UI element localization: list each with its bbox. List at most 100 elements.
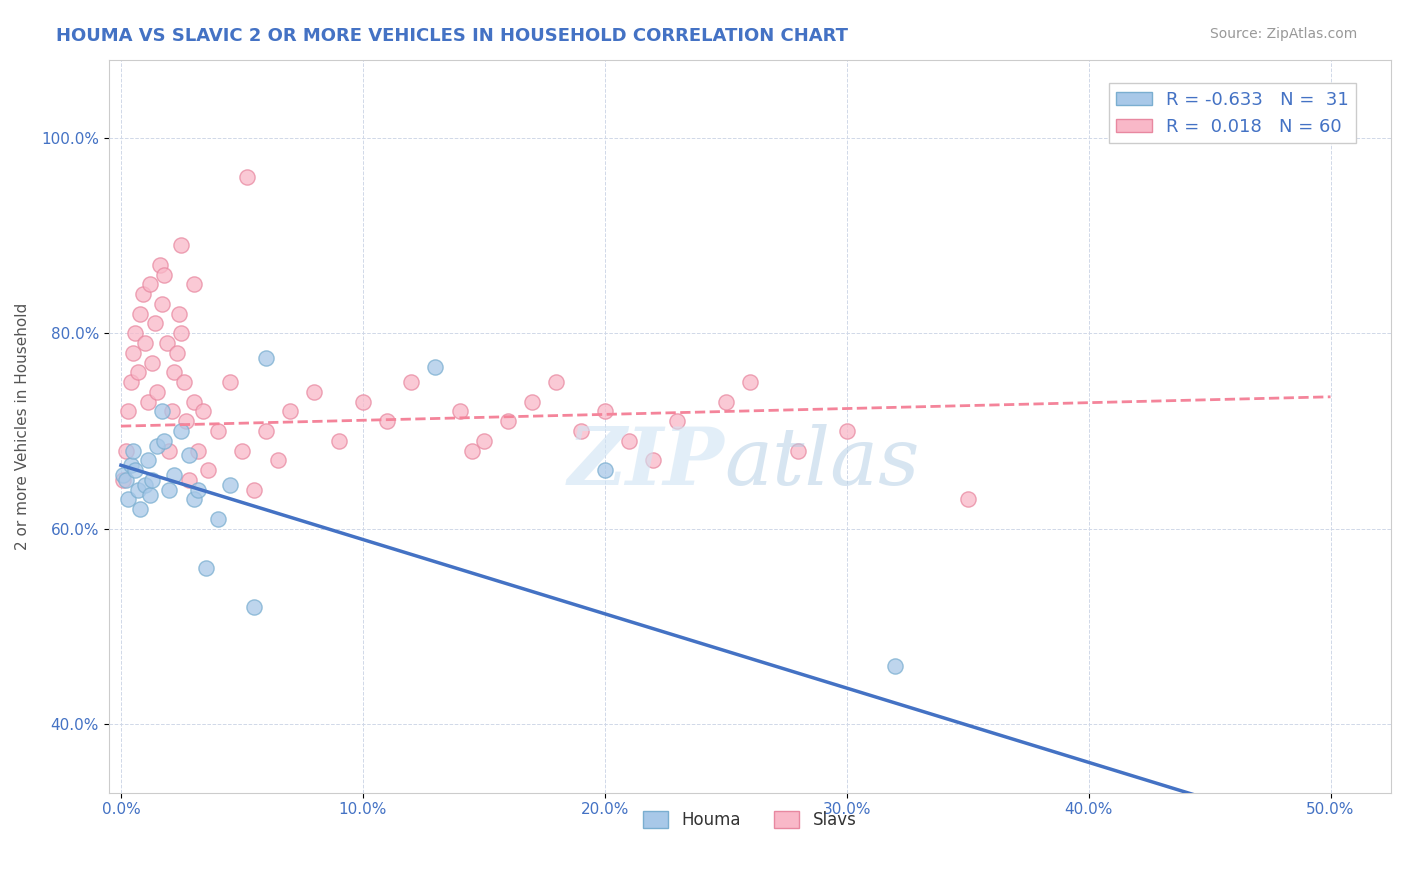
Point [183, 277, 205, 292]
Point [243, 483, 266, 497]
Point [278, 404, 301, 418]
Text: ZIP: ZIP [568, 424, 724, 501]
Point [131, 287, 153, 301]
Point [738, 375, 761, 389]
Point [163, 468, 186, 483]
Point [156, 336, 179, 351]
Point [177, 449, 200, 463]
Point [569, 424, 592, 438]
Point [127, 483, 149, 497]
Point [163, 365, 186, 379]
Point [136, 394, 159, 409]
Point [218, 477, 240, 491]
Point [139, 277, 162, 292]
Point [167, 307, 190, 321]
Point [120, 458, 142, 473]
Y-axis label: 2 or more Vehicles in Household: 2 or more Vehicles in Household [15, 302, 30, 549]
Point [150, 297, 173, 311]
Point [194, 561, 217, 575]
Point [141, 473, 163, 487]
Point [170, 326, 193, 341]
Point [183, 394, 205, 409]
Point [231, 443, 253, 458]
Point [254, 351, 277, 365]
Point [146, 384, 169, 399]
Point [714, 394, 737, 409]
Point [177, 473, 200, 487]
Point [425, 360, 447, 375]
Point [593, 463, 616, 477]
Point [134, 336, 156, 351]
Point [593, 404, 616, 418]
Text: Source: ZipAtlas.com: Source: ZipAtlas.com [1209, 27, 1357, 41]
Point [267, 453, 290, 467]
Point [170, 238, 193, 252]
Point [375, 414, 398, 428]
Point [146, 439, 169, 453]
Point [120, 375, 142, 389]
Point [153, 268, 176, 282]
Point [124, 463, 146, 477]
Point [114, 473, 136, 487]
Point [187, 443, 209, 458]
Text: HOUMA VS SLAVIC 2 OR MORE VEHICLES IN HOUSEHOLD CORRELATION CHART: HOUMA VS SLAVIC 2 OR MORE VEHICLES IN HO… [56, 27, 848, 45]
Point [141, 355, 163, 369]
Point [122, 346, 145, 360]
Point [328, 434, 350, 448]
Point [235, 169, 257, 184]
Point [666, 414, 689, 428]
Point [139, 487, 162, 501]
Point [399, 375, 422, 389]
Point [174, 414, 197, 428]
Point [122, 443, 145, 458]
Point [254, 424, 277, 438]
Point [170, 424, 193, 438]
Point [114, 443, 136, 458]
Point [218, 375, 240, 389]
Point [522, 394, 544, 409]
Point [112, 473, 135, 487]
Point [956, 492, 979, 507]
Point [134, 477, 156, 491]
Point [157, 483, 180, 497]
Text: atlas: atlas [724, 424, 920, 501]
Point [617, 434, 640, 448]
Point [197, 463, 219, 477]
Point [884, 658, 907, 673]
Point [127, 365, 149, 379]
Point [124, 326, 146, 341]
Point [129, 307, 152, 321]
Point [835, 424, 858, 438]
Point [496, 414, 519, 428]
Point [643, 453, 665, 467]
Point [117, 492, 139, 507]
Point [173, 375, 195, 389]
Point [136, 453, 159, 467]
Point [1114, 844, 1136, 858]
Point [449, 404, 471, 418]
Point [352, 394, 374, 409]
Point [546, 375, 568, 389]
Point [1174, 839, 1197, 854]
Point [787, 443, 810, 458]
Point [207, 512, 229, 526]
Point [157, 443, 180, 458]
Point [166, 346, 188, 360]
Point [460, 443, 482, 458]
Point [129, 502, 152, 516]
Point [149, 258, 172, 272]
Legend: Houma, Slavs: Houma, Slavs [637, 804, 863, 836]
Point [150, 404, 173, 418]
Point [160, 404, 183, 418]
Point [243, 599, 266, 614]
Point [472, 434, 495, 448]
Point [112, 468, 135, 483]
Point [187, 483, 209, 497]
Point [143, 317, 166, 331]
Point [117, 404, 139, 418]
Point [193, 404, 215, 418]
Point [207, 424, 229, 438]
Point [304, 384, 326, 399]
Point [153, 434, 176, 448]
Point [183, 492, 205, 507]
